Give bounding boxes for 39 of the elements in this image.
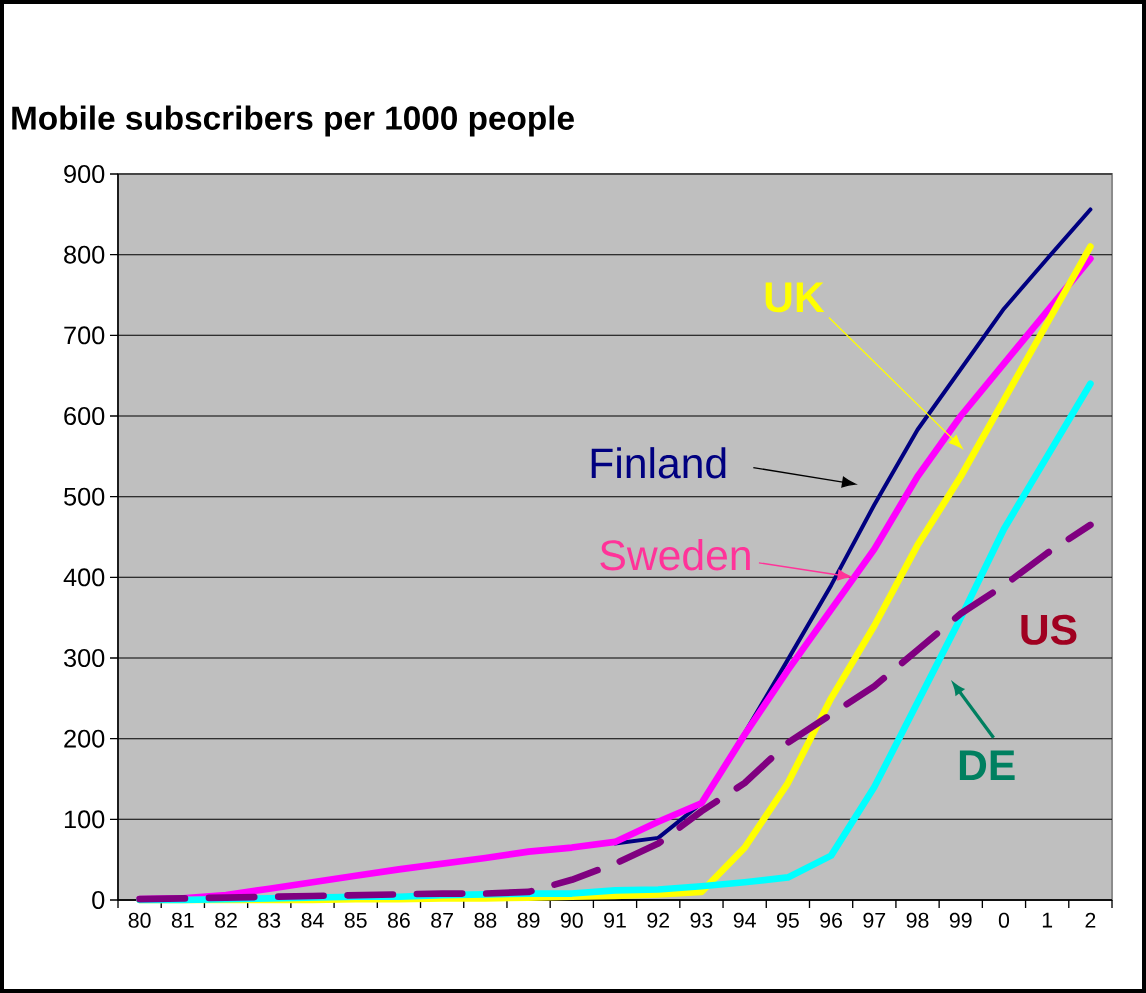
x-tick-label: 97 (863, 912, 886, 928)
x-tick-label: 99 (949, 912, 972, 928)
x-tick-label: 91 (604, 912, 626, 928)
y-tick-label: 500 (64, 487, 105, 506)
x-tick-label: 88 (474, 912, 497, 928)
x-tick-label: 96 (820, 912, 843, 928)
y-tick-label: 600 (64, 407, 105, 425)
y-tick-label: 200 (64, 729, 105, 748)
x-tick-label: 85 (344, 912, 367, 928)
x-tick-label: 82 (215, 912, 237, 928)
x-tick-label: 80 (128, 912, 151, 928)
text: Finland (591, 447, 726, 479)
x-tick-label: 94 (733, 912, 756, 928)
x-tick-label: 2 (1085, 912, 1096, 928)
x-tick-label: 1 (1042, 912, 1053, 928)
y-tick-label: 100 (64, 810, 105, 829)
y-tick-label: 300 (63, 649, 105, 667)
y-tick-label: 900 (64, 165, 105, 183)
x-tick-label: 86 (387, 912, 410, 928)
series-label: DE (959, 750, 1015, 780)
y-tick-label: 700 (64, 326, 105, 345)
y-tick-label: 800 (64, 245, 105, 264)
series-label: US (1021, 614, 1077, 645)
y-tick-label: 400 (63, 568, 105, 587)
x-tick-label: 87 (431, 912, 453, 928)
chart-title: Mobile subscribers per 1000 people (12, 105, 574, 137)
x-tick-label: 98 (906, 912, 929, 928)
x-tick-label: 84 (301, 912, 324, 928)
text: UK (765, 282, 825, 313)
x-tick-label: 90 (560, 912, 583, 928)
x-tick-label: 93 (690, 912, 713, 928)
x-tick-label: 92 (647, 912, 670, 928)
text: Sweden (600, 539, 750, 571)
x-tick-label: 81 (171, 912, 194, 928)
x-tick-label: 83 (258, 912, 281, 928)
x-tick-label: 95 (777, 912, 799, 928)
y-tick-label: 0 (92, 891, 105, 909)
x-tick-label: 89 (517, 912, 540, 928)
x-tick-label: 0 (998, 912, 1010, 928)
